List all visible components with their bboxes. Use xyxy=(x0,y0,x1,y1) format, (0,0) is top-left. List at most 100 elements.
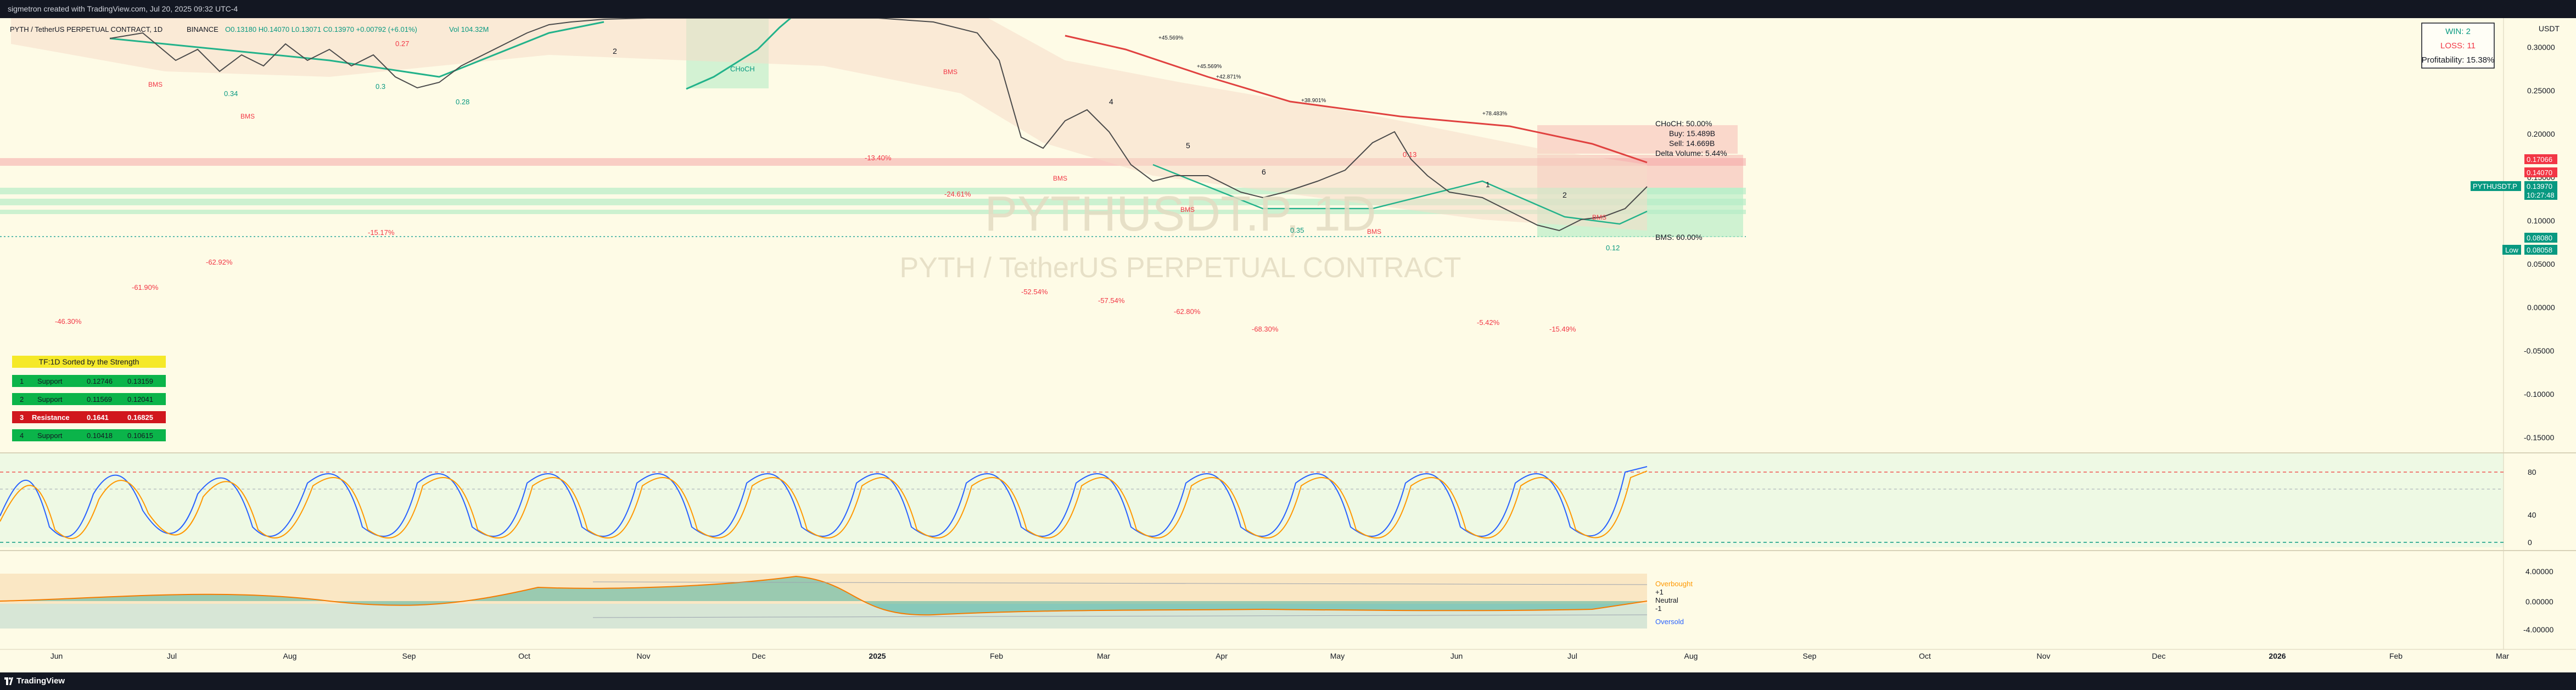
wave-labels: 2 4 5 6 1 2 xyxy=(613,47,1567,199)
svg-text:Sep: Sep xyxy=(402,652,416,660)
bms-pct: BMS: 60.00% xyxy=(1655,233,1703,242)
svg-text:0.3: 0.3 xyxy=(376,82,385,91)
buy-volume: Buy: 15.489B xyxy=(1669,129,1715,138)
svg-text:0.13: 0.13 xyxy=(1403,150,1416,159)
svg-text:Dec: Dec xyxy=(752,652,766,660)
sr-row-num: 1 xyxy=(20,377,24,385)
sr-row-low: 0.10418 xyxy=(87,431,113,440)
svg-text:2025: 2025 xyxy=(869,652,886,660)
sr-table-title: TF:1D Sorted by the Strength xyxy=(39,357,139,366)
svg-text:-0.10000: -0.10000 xyxy=(2524,390,2554,399)
svg-text:2: 2 xyxy=(1563,190,1567,199)
svg-text:4: 4 xyxy=(1109,97,1113,106)
svg-text:0.35: 0.35 xyxy=(1290,226,1304,234)
pct-label: -57.54% xyxy=(1098,296,1125,305)
stoch-d-line xyxy=(0,470,1648,540)
momentum-axis: 4.00000 0.00000 -4.00000 xyxy=(2523,567,2553,634)
last-price-tag: 0.13970 xyxy=(2527,182,2552,190)
credit-text: sigmetron created with TradingView.com, … xyxy=(8,4,238,13)
choch-info: CHoCH: 50.00% Buy: 15.489B Sell: 14.669B… xyxy=(1655,119,1727,242)
svg-text:Aug: Aug xyxy=(283,652,297,660)
svg-text:Jul: Jul xyxy=(167,652,177,660)
pct-label: -62.92% xyxy=(206,258,233,266)
svg-text:BMS: BMS xyxy=(1592,214,1606,221)
support-zone xyxy=(0,210,1746,214)
price-tags: 0.17066 0.14070 PYTHUSDT.P 0.13970 10:27… xyxy=(2471,154,2557,255)
choch-pct: CHoCH: 50.00% xyxy=(1655,119,1712,128)
svg-text:Feb: Feb xyxy=(990,652,1003,660)
delta-volume: Delta Volume: 5.44% xyxy=(1655,149,1727,158)
svg-text:-0.05000: -0.05000 xyxy=(2524,346,2554,355)
oscillator-axis: 80 40 0 xyxy=(2528,468,2536,547)
svg-text:Jun: Jun xyxy=(51,652,63,660)
sr-row-type: Support xyxy=(37,395,63,403)
sr-strength-table: TF:1D Sorted by the Strength 1 Support 0… xyxy=(12,356,166,441)
svg-text:+1: +1 xyxy=(1655,588,1664,596)
svg-text:0: 0 xyxy=(2528,538,2532,547)
svg-text:Neutral: Neutral xyxy=(1655,596,1678,604)
tradingview-logo-icon xyxy=(4,677,13,685)
svg-text:Oct: Oct xyxy=(1919,652,1931,660)
loss-count: LOSS: 11 xyxy=(2440,41,2476,51)
sr-row-num: 4 xyxy=(20,431,24,440)
pct-label: -15.17% xyxy=(368,228,395,237)
sr-row-num: 3 xyxy=(20,413,24,422)
symbol-tag: PYTHUSDT.P xyxy=(2473,182,2517,190)
svg-text:2: 2 xyxy=(613,47,617,55)
svg-text:0.25000: 0.25000 xyxy=(2527,86,2555,95)
win-count: WIN: 2 xyxy=(2445,27,2471,36)
svg-text:BMS: BMS xyxy=(1180,206,1195,214)
svg-text:BMS: BMS xyxy=(240,113,255,120)
bms-labels: BMS BMS BMS BMS BMS BMS BMS xyxy=(148,68,1606,235)
symbol-title[interactable]: PYTH / TetherUS PERPETUAL CONTRACT, 1D xyxy=(10,25,163,33)
svg-text:BMS: BMS xyxy=(1053,175,1067,182)
pct-label: -15.49% xyxy=(1549,325,1576,333)
win-loss-box: WIN: 2 LOSS: 11 Profitability: 15.38% xyxy=(2421,23,2495,69)
sr-row-low: 0.12746 xyxy=(87,377,113,385)
pct-label: -5.42% xyxy=(1477,318,1500,327)
pct-label: -68.30% xyxy=(1252,325,1279,333)
price-tag: 0.14070 xyxy=(2527,169,2552,177)
sr-row-high: 0.13159 xyxy=(127,377,153,385)
svg-text:Sep: Sep xyxy=(1803,652,1817,660)
svg-text:Nov: Nov xyxy=(2037,652,2051,660)
red-moving-average xyxy=(1065,35,1648,164)
top-credit-bar: sigmetron created with TradingView.com, … xyxy=(0,0,2576,18)
brand-label: TradingView xyxy=(16,676,65,686)
svg-text:Feb: Feb xyxy=(2389,652,2403,660)
ohlc-values: O0.13180 H0.14070 L0.13071 C0.13970 +0.0… xyxy=(225,25,417,33)
pct-label: -52.54% xyxy=(1021,288,1048,296)
candle-series xyxy=(109,18,1648,232)
low-price-tag: 0.08058 xyxy=(2527,246,2552,254)
svg-text:2026: 2026 xyxy=(2269,652,2286,660)
svg-text:0.28: 0.28 xyxy=(456,98,469,106)
svg-text:6: 6 xyxy=(1262,167,1266,176)
svg-text:0.27: 0.27 xyxy=(395,40,409,48)
oscillator-pane xyxy=(0,453,2504,547)
time-axis[interactable]: Jun Jul Aug Sep Oct Nov Dec 2025 Feb Mar… xyxy=(51,652,2510,660)
sr-row-type: Support xyxy=(37,377,63,385)
svg-text:Nov: Nov xyxy=(637,652,651,660)
svg-text:Mar: Mar xyxy=(2496,652,2509,660)
momentum-zone-labels: Overbought +1 Neutral -1 Oversold xyxy=(1655,580,1693,626)
profitability: Profitability: 15.38% xyxy=(2422,55,2495,65)
sr-row-high: 0.16825 xyxy=(127,413,153,422)
sell-volume: Sell: 14.669B xyxy=(1669,139,1715,148)
support-zone xyxy=(0,199,1746,205)
svg-text:0.00000: 0.00000 xyxy=(2525,597,2553,606)
svg-text:-1: -1 xyxy=(1655,604,1662,613)
svg-text:5: 5 xyxy=(1186,141,1190,150)
svg-text:Oversold: Oversold xyxy=(1655,618,1684,626)
symbol-watermark: PYTHUSDT.P, 1D xyxy=(984,187,1376,242)
svg-text:Aug: Aug xyxy=(1684,652,1698,660)
symbol-name-watermark: PYTH / TetherUS PERPETUAL CONTRACT xyxy=(900,252,1461,284)
svg-text:+45.569%: +45.569% xyxy=(1197,64,1222,70)
fib-labels: 0.34 0.3 0.28 0.27 0.13 0.35 0.12 xyxy=(224,40,1620,252)
svg-text:0.20000: 0.20000 xyxy=(2527,130,2555,138)
svg-text:May: May xyxy=(1330,652,1345,660)
svg-text:0.05000: 0.05000 xyxy=(2527,260,2555,268)
sr-row-num: 2 xyxy=(20,395,24,403)
bar-countdown: 10:27:48 xyxy=(2527,191,2555,199)
chart-canvas[interactable]: PYTHUSDT.P, 1D PYTH / TetherUS PERPETUAL… xyxy=(0,18,2576,672)
momentum-wave xyxy=(0,575,1648,616)
